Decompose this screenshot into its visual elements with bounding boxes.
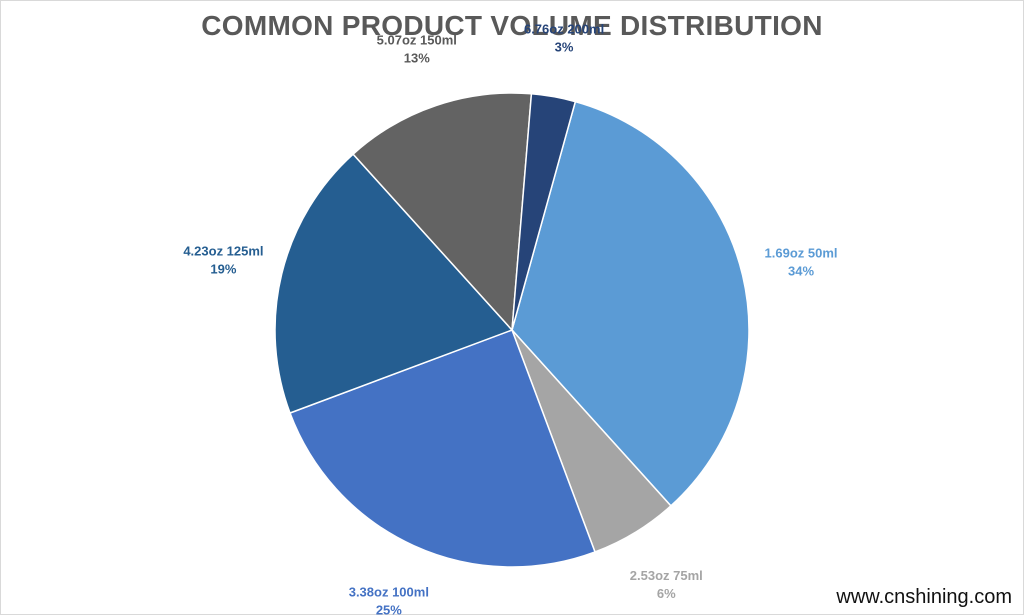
pie-slice-name-4: 4.23oz 125ml	[183, 244, 263, 259]
pie-slice-label-5: 5.07oz 150ml 13%	[377, 33, 457, 66]
pie-slice-label-3: 3.38oz 100ml 25%	[349, 584, 429, 615]
pie-slice-percent-5: 13%	[404, 51, 430, 66]
pie-slice-name-2: 2.53oz 75ml	[630, 568, 703, 583]
pie-slice-name-3: 3.38oz 100ml	[349, 584, 429, 599]
pie-slice-1	[511, 100, 750, 507]
pie-slice-name-6: 6.76oz 200ml	[524, 22, 604, 37]
pie-slice-label-4: 4.23oz 125ml 19%	[183, 244, 263, 277]
pie-slice-label-2: 2.53oz 75ml 6%	[630, 568, 703, 601]
pie-slice-percent-2: 6%	[657, 586, 676, 601]
watermark: www.cnshining.com	[836, 586, 1012, 608]
pie-slice-6	[511, 92, 577, 331]
pie-slice-name-5: 5.07oz 150ml	[377, 33, 457, 48]
pie-slice-5	[352, 92, 533, 332]
pie-labels: 1.69oz 50ml 34% 2.53oz 75ml 6% 3.38oz 100ml 2…	[183, 22, 837, 615]
pie-slice-label-6: 6.76oz 200ml 3%	[524, 22, 604, 55]
chart-title: COMMON PRODUCT VOLUME DISTRIBUTION	[201, 10, 823, 41]
pie-slice-3	[289, 329, 596, 568]
pie-slice-label-1: 1.69oz 50ml 34%	[765, 246, 838, 279]
pie-slice-name-1: 1.69oz 50ml	[765, 246, 838, 261]
pie-slice-percent-1: 34%	[788, 264, 814, 279]
pie-slice-percent-3: 25%	[376, 602, 402, 615]
pie-slices	[274, 92, 750, 568]
pie-slice-percent-4: 19%	[210, 262, 236, 277]
pie-slice-percent-6: 3%	[555, 40, 574, 55]
pie-slice-4	[274, 153, 514, 414]
